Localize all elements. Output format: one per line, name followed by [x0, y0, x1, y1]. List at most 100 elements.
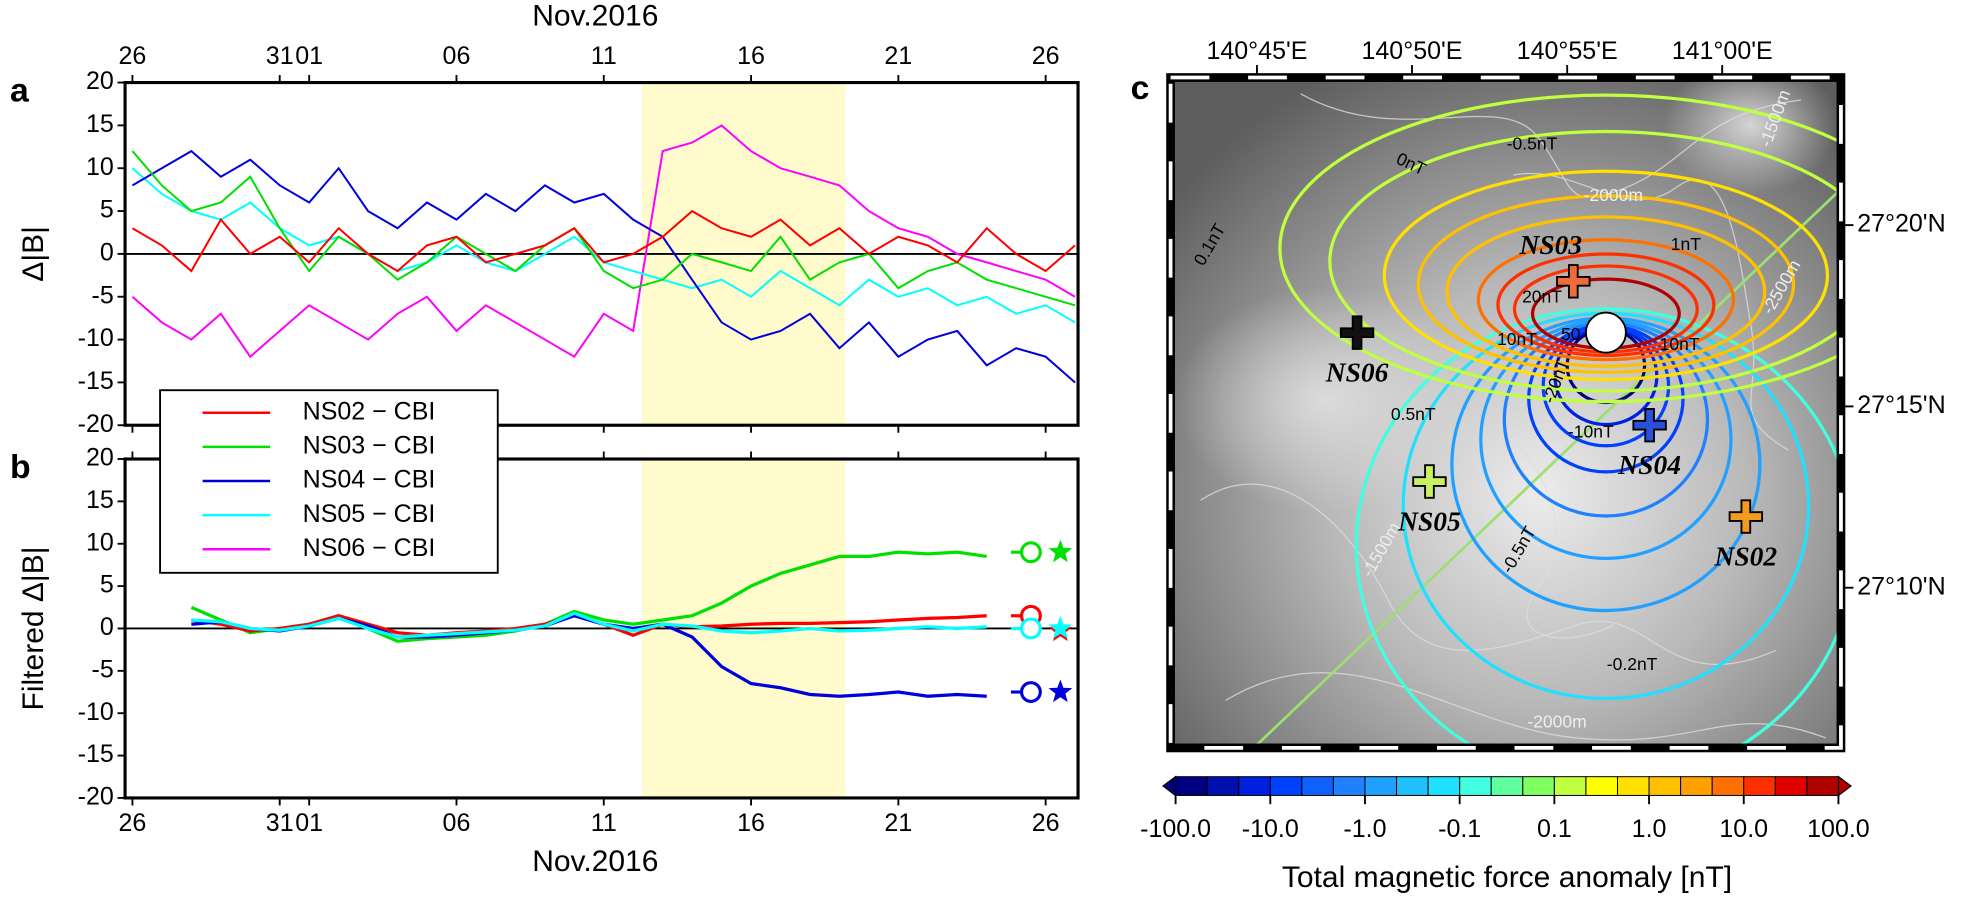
x-tick-label: 26 — [1032, 42, 1060, 70]
y-tick-label: -15 — [78, 740, 114, 768]
x-tick-label: 01 — [295, 809, 323, 837]
seamount-shade — [1663, 77, 1839, 194]
x-tick-label: 21 — [884, 42, 912, 70]
seamount-shade — [1175, 287, 1476, 513]
x-tick-label: 01 — [295, 42, 323, 70]
top-axis-title: Nov.2016 — [532, 0, 658, 32]
station-label: NS04 — [1617, 449, 1681, 480]
station-marker — [1556, 264, 1591, 299]
colorbar-cell — [1616, 776, 1650, 796]
contour-label: -0.5nT — [1507, 134, 1558, 154]
station-marker — [1632, 407, 1667, 443]
x-tick-label: 26 — [119, 809, 147, 837]
legend-label: NS03 − CBI — [303, 431, 436, 459]
colorbar-cell — [1806, 776, 1839, 796]
y-tick-label: -15 — [78, 367, 114, 395]
colorbar-cell — [1648, 776, 1682, 796]
colorbar-cell — [1427, 776, 1461, 796]
depth-contour — [1225, 672, 1827, 741]
colorbar-cell — [1301, 776, 1334, 796]
contour-line — [1445, 215, 1767, 368]
observed-circle — [1019, 681, 1042, 703]
station-label: NS02 — [1714, 540, 1778, 571]
x-tick-label: 141°00'E — [1672, 37, 1773, 65]
colorbar-cell — [1396, 776, 1429, 796]
y-axis-label: Filtered Δ|B| — [17, 546, 50, 710]
series-line — [131, 124, 1076, 359]
colorbar-cell — [1585, 776, 1618, 796]
contour-label: -0.2nT — [1607, 654, 1658, 674]
depth-contour — [1513, 172, 1789, 451]
colorbar-cell — [1711, 776, 1745, 796]
colorbar-tick-label: -10.0 — [1242, 815, 1299, 843]
colorbar-cell — [1680, 776, 1713, 796]
x-tick-label: 26 — [1032, 809, 1060, 837]
colorbar-cell — [1175, 776, 1208, 796]
x-tick-label: 06 — [443, 42, 471, 70]
x-tick-label: 06 — [443, 809, 471, 837]
y-tick-label: 10 — [86, 528, 114, 556]
colorbar-cell — [1774, 776, 1808, 796]
observed-circle — [1019, 541, 1042, 564]
contour-label: 20nT — [1522, 286, 1562, 306]
station-label: NS06 — [1325, 356, 1389, 387]
station-marker — [1412, 464, 1447, 499]
depth-contour — [1200, 483, 1777, 666]
x-tick-label: 31 — [266, 42, 294, 70]
legend-label: NS04 − CBI — [303, 466, 436, 494]
colorbar-tick-label: 10.0 — [1719, 815, 1768, 843]
panel-label: c — [1131, 69, 1150, 107]
contour-line — [1496, 252, 1716, 358]
colorbar-tick-label: -0.1 — [1438, 815, 1481, 843]
colorbar-cell — [1332, 776, 1366, 796]
contour-line — [1354, 307, 1841, 748]
y-axis-label: Δ|B| — [17, 226, 50, 282]
station-label: NS05 — [1397, 505, 1461, 536]
x-tick-label: 16 — [737, 42, 765, 70]
y-tick-label: -20 — [78, 410, 114, 438]
x-tick-label: 11 — [591, 809, 617, 837]
panel-label: a — [10, 71, 29, 109]
y-tick-label: 0 — [100, 238, 114, 266]
colorbar-label: Total magnetic force anomaly [nT] — [1282, 861, 1732, 894]
legend-label: NS02 − CBI — [303, 397, 436, 425]
legend-label: NS05 − CBI — [303, 500, 436, 528]
y-tick-label: -20 — [78, 783, 114, 811]
predicted-star — [1048, 679, 1073, 703]
contour-label: 50 — [1561, 324, 1581, 344]
station-marker — [1728, 499, 1764, 534]
contour-label: 1nT — [1671, 234, 1701, 254]
observed-circle — [1019, 617, 1042, 640]
x-tick-label: 140°45'E — [1206, 37, 1307, 65]
x-tick-label: 140°55'E — [1517, 37, 1618, 65]
y-tick-label: 27°15'N — [1857, 391, 1945, 419]
y-tick-label: 0 — [100, 613, 114, 641]
contour-line — [1416, 194, 1796, 374]
y-tick-label: -5 — [92, 655, 114, 683]
y-tick-label: 5 — [100, 571, 114, 599]
series-line — [131, 167, 1076, 324]
contour-label: 10nT — [1497, 329, 1537, 349]
contour-line — [1382, 169, 1830, 382]
x-tick-label: 140°50'E — [1361, 37, 1462, 65]
x-tick-label: 26 — [119, 42, 147, 70]
y-tick-label: 5 — [100, 196, 114, 224]
map-frame-dash — [1168, 75, 1843, 750]
colorbar-cell — [1553, 776, 1587, 796]
predicted-star — [1048, 539, 1073, 563]
y-tick-label: 15 — [86, 486, 114, 514]
colorbar-tick-label: 0.1 — [1537, 815, 1572, 843]
colorbar-cell — [1238, 776, 1271, 796]
y-tick-label: 27°20'N — [1857, 210, 1945, 238]
x-tick-label: 11 — [591, 42, 617, 70]
colorbar-end — [1162, 775, 1177, 797]
colorbar-tick-label: 1.0 — [1632, 815, 1667, 843]
colorbar-cell — [1490, 776, 1524, 796]
y-tick-label: -10 — [78, 324, 114, 352]
colorbar-tick-label: -1.0 — [1343, 815, 1386, 843]
